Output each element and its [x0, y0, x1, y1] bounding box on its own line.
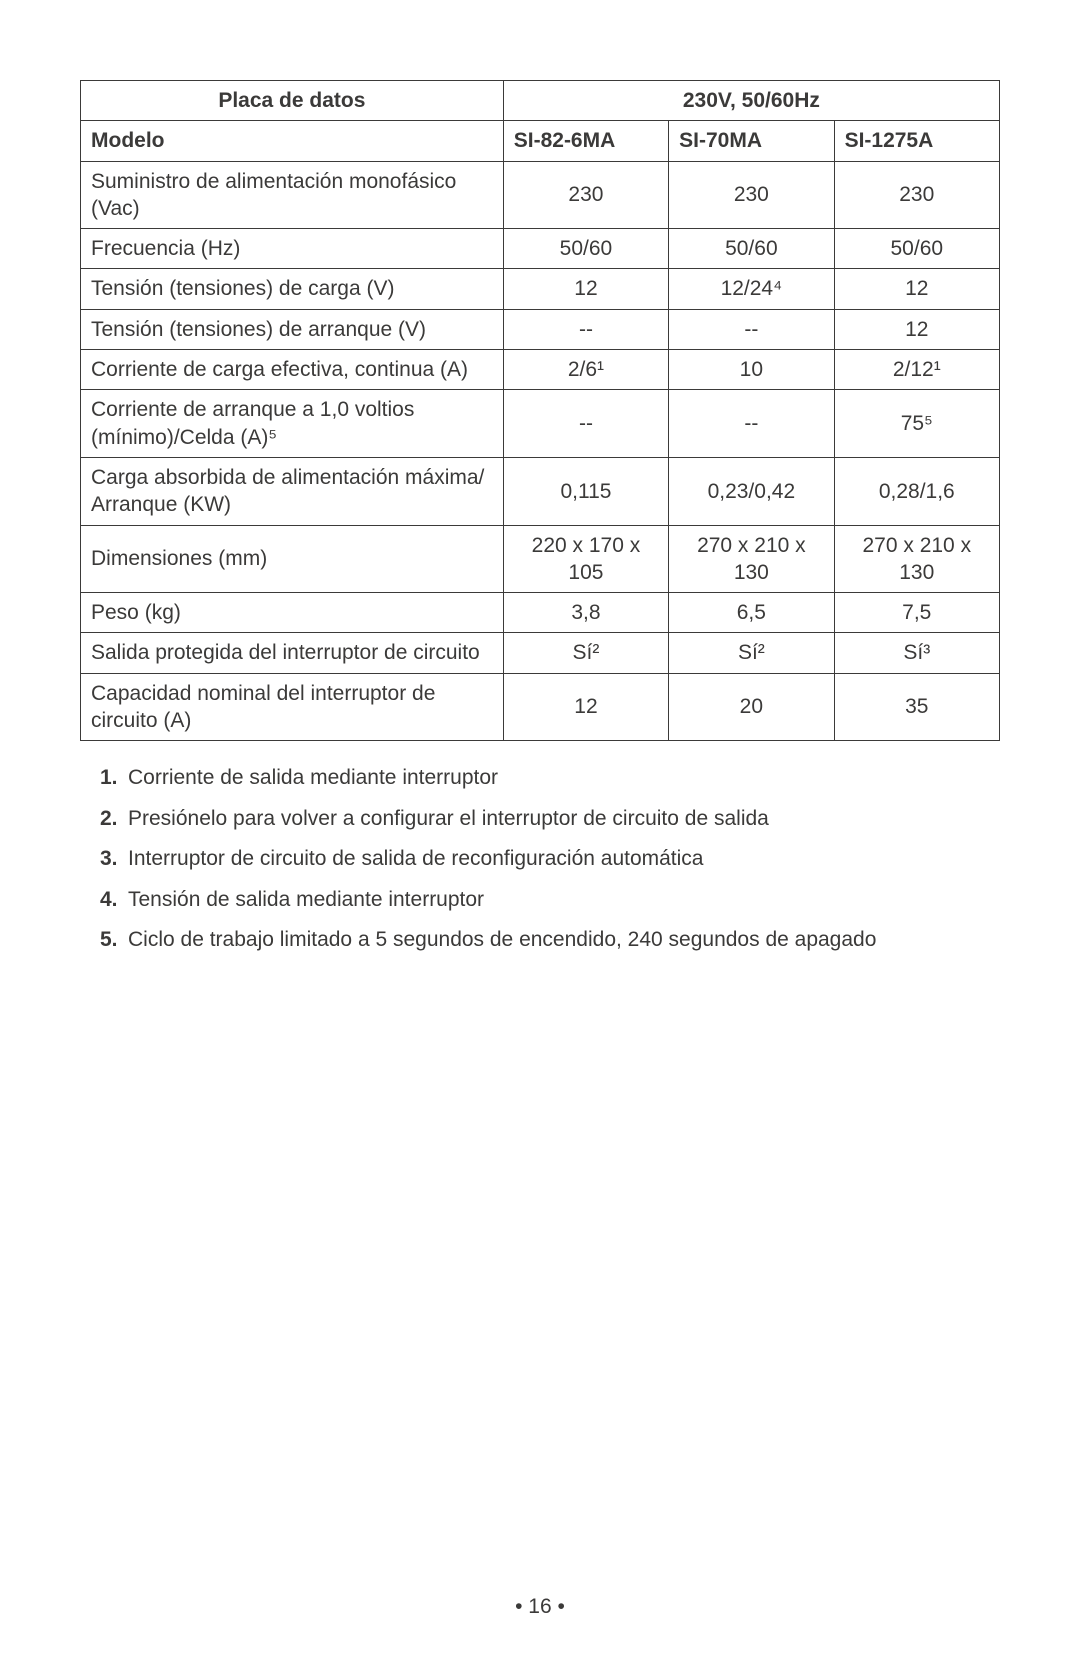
row-value: 50/60	[834, 229, 999, 269]
row-label: Peso (kg)	[81, 593, 504, 633]
row-label: Tensión (tensiones) de arranque (V)	[81, 309, 504, 349]
row-label: Carga absorbida de alimentación máxima/ …	[81, 457, 504, 525]
row-value: 2/12¹	[834, 350, 999, 390]
row-value: 20	[669, 673, 834, 741]
table-row: Salida protegida del interruptor de circ…	[81, 633, 1000, 673]
row-value: 270 x 210 x 130	[669, 525, 834, 593]
row-value: 6,5	[669, 593, 834, 633]
model-col-1: SI-70MA	[669, 121, 834, 161]
table-row: Suministro de alimentación monofásico (V…	[81, 161, 1000, 229]
table-row: Tensión (tensiones) de arranque (V)----1…	[81, 309, 1000, 349]
header-right: 230V, 50/60Hz	[503, 81, 999, 121]
document-page: Placa de datos 230V, 50/60Hz Modelo SI-8…	[0, 0, 1080, 956]
row-value: Sí²	[503, 633, 668, 673]
row-value: --	[503, 390, 668, 458]
table-row: Frecuencia (Hz)50/6050/6050/60	[81, 229, 1000, 269]
model-col-0: SI-82-6MA	[503, 121, 668, 161]
table-model-row: Modelo SI-82-6MA SI-70MA SI-1275A	[81, 121, 1000, 161]
table-row: Peso (kg)3,86,57,5	[81, 593, 1000, 633]
footnotes: 1.Corriente de salida mediante interrupt…	[80, 763, 1000, 955]
row-label: Dimensiones (mm)	[81, 525, 504, 593]
row-value: 230	[503, 161, 668, 229]
row-value: 270 x 210 x 130	[834, 525, 999, 593]
row-value: 230	[834, 161, 999, 229]
row-value: 12	[834, 309, 999, 349]
table-row: Capacidad nominal del interruptor de cir…	[81, 673, 1000, 741]
footnote-text: Tensión de salida mediante interruptor	[128, 885, 1000, 915]
table-row: Dimensiones (mm)220 x 170 x 105270 x 210…	[81, 525, 1000, 593]
footnote-number: 2.	[100, 804, 128, 834]
table-row: Carga absorbida de alimentación máxima/ …	[81, 457, 1000, 525]
footnote-item: 3.Interruptor de circuito de salida de r…	[100, 844, 1000, 874]
row-value: --	[669, 309, 834, 349]
row-value: 12/24⁴	[669, 269, 834, 309]
footnote-text: Presiónelo para volver a configurar el i…	[128, 804, 1000, 834]
footnote-number: 4.	[100, 885, 128, 915]
footnote-item: 4.Tensión de salida mediante interruptor	[100, 885, 1000, 915]
row-value: 10	[669, 350, 834, 390]
footnote-number: 5.	[100, 925, 128, 955]
row-value: 50/60	[503, 229, 668, 269]
row-value: 0,23/0,42	[669, 457, 834, 525]
footnote-text: Ciclo de trabajo limitado a 5 segundos d…	[128, 925, 1000, 955]
page-number: • 16 •	[0, 1595, 1080, 1619]
footnote-number: 3.	[100, 844, 128, 874]
footnote-item: 1.Corriente de salida mediante interrupt…	[100, 763, 1000, 793]
model-col-2: SI-1275A	[834, 121, 999, 161]
row-value: --	[669, 390, 834, 458]
footnote-item: 2.Presiónelo para volver a configurar el…	[100, 804, 1000, 834]
row-label: Tensión (tensiones) de carga (V)	[81, 269, 504, 309]
row-value: 2/6¹	[503, 350, 668, 390]
row-value: 12	[503, 269, 668, 309]
spec-table: Placa de datos 230V, 50/60Hz Modelo SI-8…	[80, 80, 1000, 741]
row-label: Suministro de alimentación monofásico (V…	[81, 161, 504, 229]
row-value: 35	[834, 673, 999, 741]
row-value: 50/60	[669, 229, 834, 269]
model-label: Modelo	[81, 121, 504, 161]
row-label: Salida protegida del interruptor de circ…	[81, 633, 504, 673]
row-value: --	[503, 309, 668, 349]
row-value: 0,28/1,6	[834, 457, 999, 525]
row-value: Sí²	[669, 633, 834, 673]
row-label: Frecuencia (Hz)	[81, 229, 504, 269]
row-value: 230	[669, 161, 834, 229]
row-label: Corriente de arranque a 1,0 voltios (mín…	[81, 390, 504, 458]
table-row: Corriente de carga efectiva, continua (A…	[81, 350, 1000, 390]
footnote-text: Interruptor de circuito de salida de rec…	[128, 844, 1000, 874]
row-value: 12	[503, 673, 668, 741]
table-row: Tensión (tensiones) de carga (V)1212/24⁴…	[81, 269, 1000, 309]
row-label: Capacidad nominal del interruptor de cir…	[81, 673, 504, 741]
row-value: 220 x 170 x 105	[503, 525, 668, 593]
row-value: 12	[834, 269, 999, 309]
table-row: Corriente de arranque a 1,0 voltios (mín…	[81, 390, 1000, 458]
row-value: Sí³	[834, 633, 999, 673]
footnote-text: Corriente de salida mediante interruptor	[128, 763, 1000, 793]
footnote-number: 1.	[100, 763, 128, 793]
row-value: 3,8	[503, 593, 668, 633]
row-value: 0,115	[503, 457, 668, 525]
header-left: Placa de datos	[81, 81, 504, 121]
row-value: 7,5	[834, 593, 999, 633]
row-value: 75⁵	[834, 390, 999, 458]
footnote-item: 5.Ciclo de trabajo limitado a 5 segundos…	[100, 925, 1000, 955]
table-header-row: Placa de datos 230V, 50/60Hz	[81, 81, 1000, 121]
row-label: Corriente de carga efectiva, continua (A…	[81, 350, 504, 390]
